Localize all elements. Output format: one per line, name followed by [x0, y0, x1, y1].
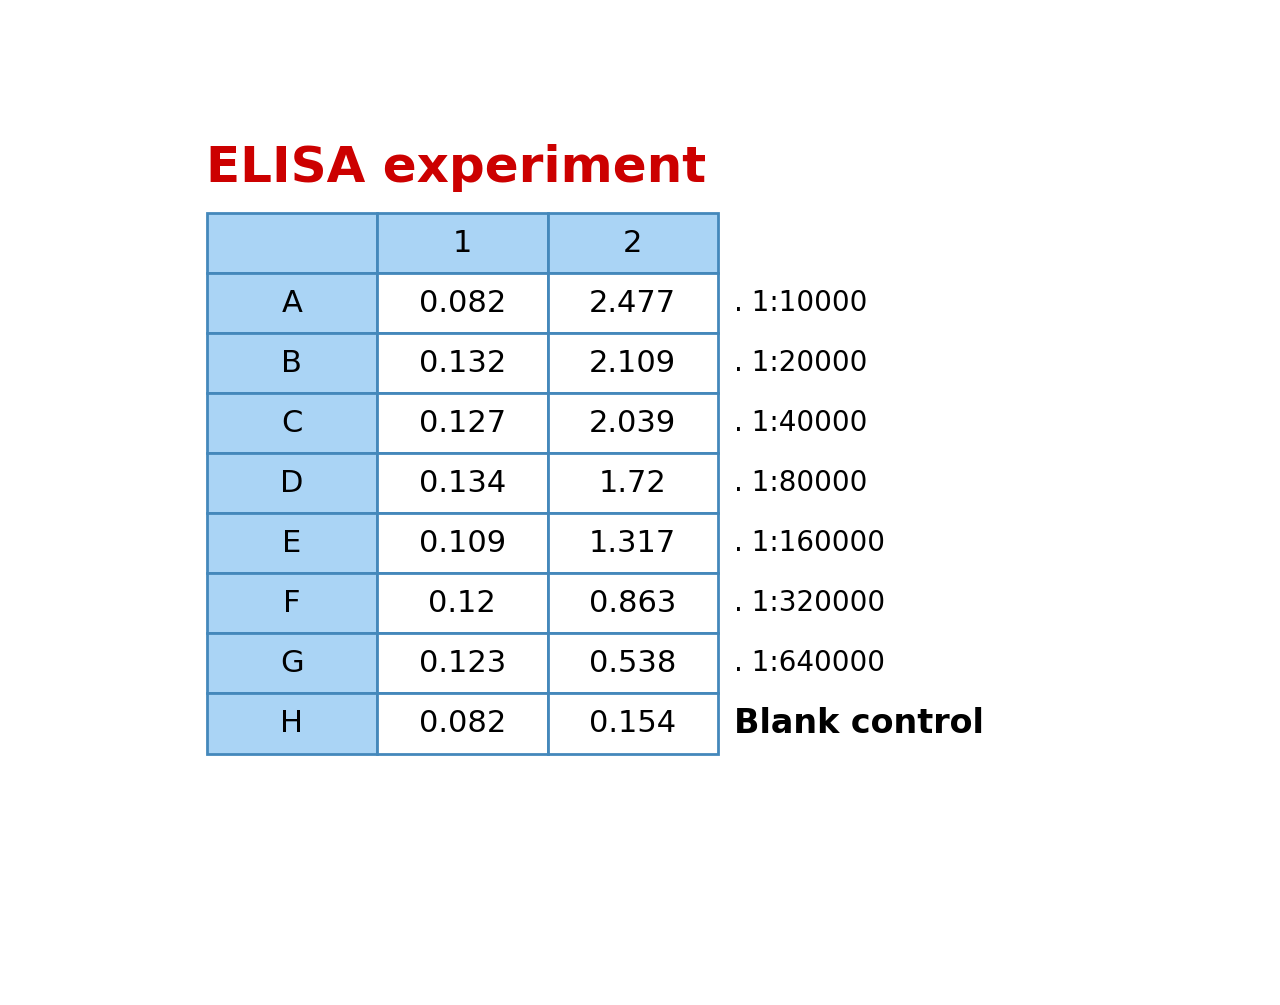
- Text: E: E: [282, 529, 301, 558]
- Text: . 1:320000: . 1:320000: [733, 589, 884, 617]
- Text: ELISA experiment: ELISA experiment: [206, 144, 707, 192]
- Text: A: A: [282, 288, 302, 318]
- Bar: [206, 693, 378, 754]
- Text: 0.109: 0.109: [419, 529, 506, 558]
- Bar: [548, 213, 718, 273]
- Bar: [378, 693, 548, 754]
- Bar: [378, 633, 548, 693]
- Text: Blank control: Blank control: [733, 707, 983, 740]
- Bar: [206, 453, 378, 514]
- Text: D: D: [280, 468, 303, 497]
- Bar: [548, 693, 718, 754]
- Text: . 1:10000: . 1:10000: [733, 289, 867, 318]
- Text: 0.082: 0.082: [419, 709, 506, 738]
- Text: . 1:160000: . 1:160000: [733, 530, 884, 558]
- Text: B: B: [282, 349, 302, 378]
- Text: G: G: [280, 649, 303, 678]
- Text: 0.12: 0.12: [429, 589, 497, 618]
- Bar: [548, 393, 718, 453]
- Text: 2: 2: [623, 228, 643, 257]
- Bar: [548, 574, 718, 633]
- Text: 0.123: 0.123: [419, 649, 506, 678]
- Text: 0.154: 0.154: [589, 709, 676, 738]
- Bar: [378, 213, 548, 273]
- Bar: [206, 574, 378, 633]
- Text: 0.132: 0.132: [419, 349, 506, 378]
- Text: 1.72: 1.72: [599, 468, 667, 497]
- Text: 0.134: 0.134: [419, 468, 506, 497]
- Text: C: C: [282, 409, 302, 438]
- Text: . 1:640000: . 1:640000: [733, 649, 884, 677]
- Text: 0.082: 0.082: [419, 288, 506, 318]
- Bar: [206, 393, 378, 453]
- Text: . 1:40000: . 1:40000: [733, 409, 867, 437]
- Bar: [548, 273, 718, 333]
- Text: 0.127: 0.127: [419, 409, 506, 438]
- Text: 2.039: 2.039: [589, 409, 676, 438]
- Text: . 1:80000: . 1:80000: [733, 469, 867, 497]
- Bar: [548, 514, 718, 574]
- Bar: [548, 453, 718, 514]
- Bar: [206, 273, 378, 333]
- Bar: [548, 333, 718, 393]
- Bar: [378, 453, 548, 514]
- Text: . 1:20000: . 1:20000: [733, 349, 867, 377]
- Text: 1: 1: [453, 228, 472, 257]
- Bar: [548, 633, 718, 693]
- Bar: [206, 514, 378, 574]
- Bar: [378, 514, 548, 574]
- Text: F: F: [283, 589, 301, 618]
- Bar: [206, 333, 378, 393]
- Text: H: H: [280, 709, 303, 738]
- Bar: [206, 633, 378, 693]
- Bar: [378, 333, 548, 393]
- Text: 0.538: 0.538: [589, 649, 676, 678]
- Text: 1.317: 1.317: [589, 529, 676, 558]
- Bar: [378, 393, 548, 453]
- Bar: [378, 273, 548, 333]
- Bar: [206, 213, 378, 273]
- Text: 2.109: 2.109: [589, 349, 676, 378]
- Text: 2.477: 2.477: [589, 288, 676, 318]
- Bar: [378, 574, 548, 633]
- Text: 0.863: 0.863: [589, 589, 676, 618]
